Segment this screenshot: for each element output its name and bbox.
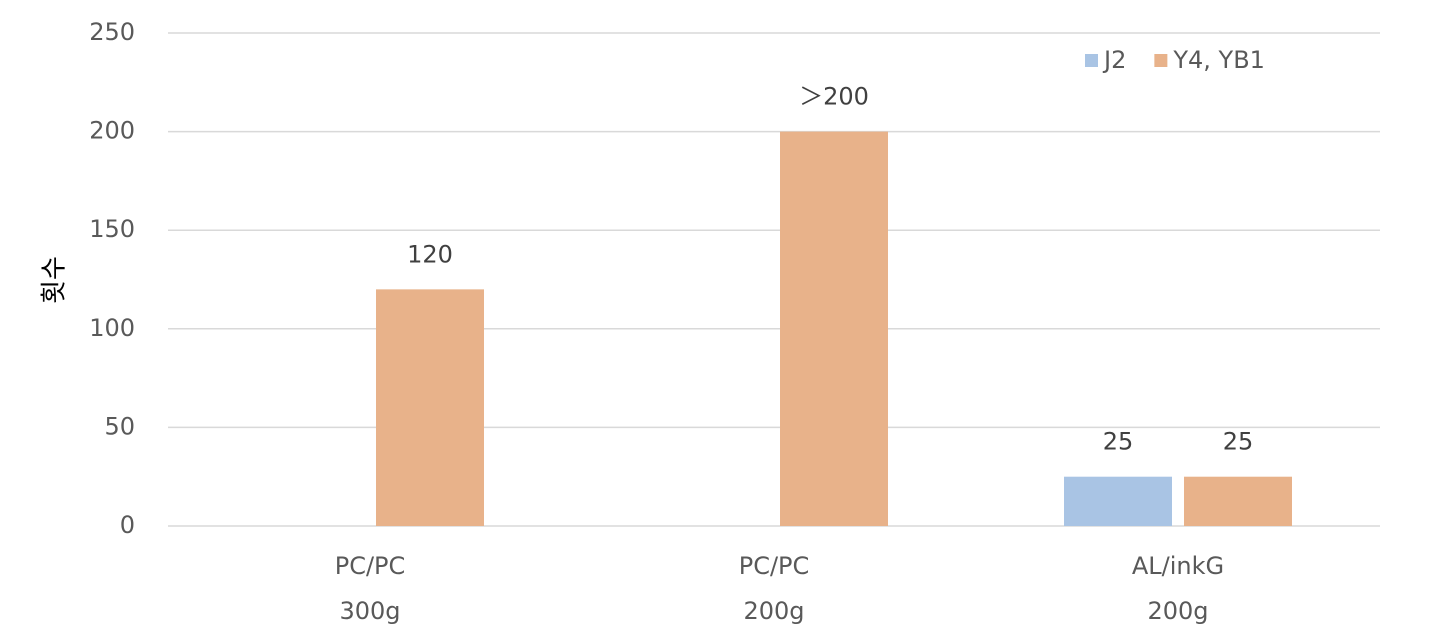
value-label: 25 — [1103, 428, 1134, 456]
x-tick-label: 200g — [1147, 597, 1208, 625]
legend-swatch — [1085, 54, 1098, 67]
y-axis-label: 횟수 — [40, 256, 70, 304]
bar — [1064, 476, 1172, 526]
y-tick-label: 200 — [89, 117, 135, 145]
y-tick-label: 0 — [120, 511, 135, 539]
legend-label: J2 — [1102, 46, 1126, 74]
y-tick-label: 50 — [104, 412, 135, 440]
value-label: ＞200 — [799, 83, 869, 111]
x-tick-label: AL/inkG — [1132, 552, 1224, 580]
x-tick-label: 300g — [339, 597, 400, 625]
value-label: 120 — [407, 240, 453, 268]
value-label: 25 — [1223, 428, 1254, 456]
x-tick-label: 200g — [743, 597, 804, 625]
y-tick-label: 250 — [89, 18, 135, 46]
legend-swatch — [1154, 54, 1168, 67]
y-tick-label: 100 — [89, 314, 135, 342]
legend-label: Y4, YB1 — [1172, 46, 1265, 74]
x-tick-label: PC/PC — [739, 552, 810, 580]
bar — [1184, 476, 1292, 526]
bar — [780, 131, 888, 526]
bar — [376, 289, 484, 526]
x-tick-label: PC/PC — [335, 552, 406, 580]
y-tick-label: 150 — [89, 215, 135, 243]
